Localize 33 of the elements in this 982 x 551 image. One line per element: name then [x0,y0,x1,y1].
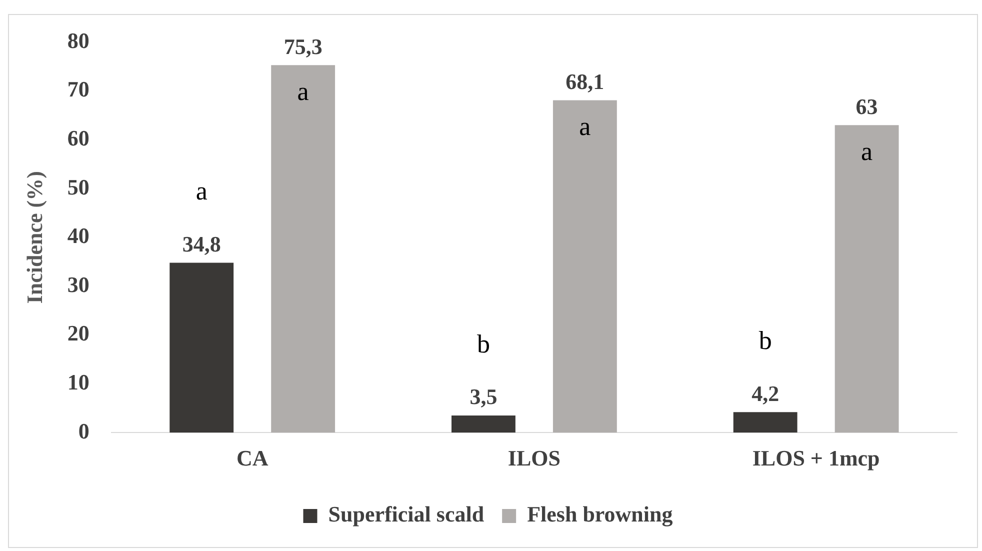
annotation: a [196,176,208,206]
y-axis-title: Incidence (%) [22,171,47,304]
y-tick-label: 0 [78,418,90,444]
y-tick-label: 10 [67,369,90,394]
y-tick-label: 80 [67,28,90,53]
legend-label: Flesh browning [527,502,673,527]
y-tick-label: 40 [67,223,90,248]
bar [271,65,336,433]
y-tick-label: 20 [67,320,90,346]
bar [733,412,798,433]
y-tick-label: 60 [67,125,90,150]
annotation: a [861,136,874,166]
data-label: 3,5 [470,384,498,410]
y-tick-label: 70 [67,76,90,102]
y-tick-label: 30 [67,272,90,297]
data-label: 34,8 [182,231,221,256]
annotation: a [297,76,310,106]
bar [452,416,516,433]
bar [552,100,617,433]
legend-label: Superficial scald [328,502,484,527]
x-tick-label: CA [236,445,268,470]
annotation: a [579,112,592,142]
x-tick-label: ILOS + 1mcp [752,445,880,470]
x-tick-label: ILOS [508,445,560,470]
bar [834,125,899,433]
data-label: 68,1 [566,68,604,94]
data-label: 63 [856,94,878,119]
data-label: 4,2 [752,380,780,406]
y-tick-label: 50 [67,174,90,200]
annotation: b [758,326,772,355]
bar [170,262,234,433]
annotation: b [476,329,490,358]
data-label: 75,3 [284,34,322,59]
